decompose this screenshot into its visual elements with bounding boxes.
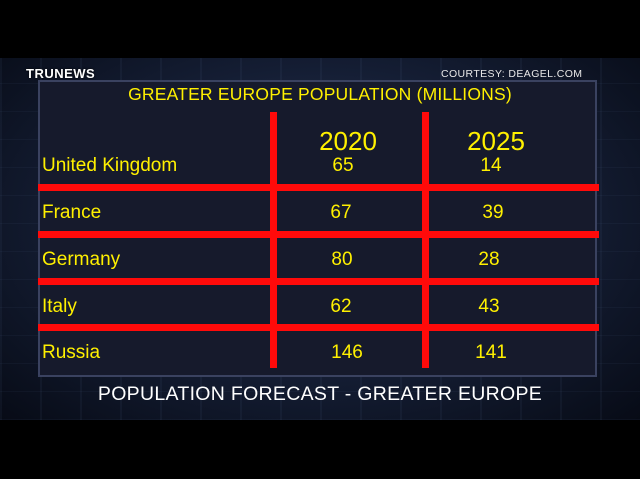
- row-country: United Kingdom: [42, 155, 178, 176]
- row-value-2025: 43: [478, 296, 500, 317]
- row-value-2020: 146: [331, 342, 363, 363]
- row-value-2025: 39: [482, 202, 504, 223]
- table-panel: [38, 80, 597, 377]
- column-header-2020: 2020: [319, 126, 377, 156]
- grid-vertical-line: [422, 112, 429, 368]
- row-value-2025: 14: [480, 155, 502, 176]
- grid-horizontal-line: [38, 324, 599, 331]
- broadcast-frame: TRUNEWS COURTESY: DEAGEL.COM GREATER EUR…: [0, 58, 640, 420]
- row-value-2025: 28: [478, 249, 500, 270]
- row-value-2020: 80: [331, 249, 353, 270]
- network-logo: TRUNEWS: [26, 66, 96, 81]
- row-country: Germany: [42, 249, 121, 270]
- row-country: France: [42, 202, 102, 223]
- row-country: Italy: [42, 296, 77, 317]
- grid-horizontal-line: [38, 231, 599, 238]
- table-title: GREATER EUROPE POPULATION (MILLIONS): [128, 84, 512, 104]
- grid-horizontal-line: [38, 184, 599, 191]
- courtesy-credit: COURTESY: DEAGEL.COM: [441, 68, 583, 80]
- grid-vertical-line: [270, 112, 277, 368]
- row-country: Russia: [42, 342, 101, 363]
- row-value-2025: 141: [475, 342, 507, 363]
- lower-third-caption: POPULATION FORECAST - GREATER EUROPE: [97, 383, 543, 405]
- column-header-2025: 2025: [467, 126, 525, 156]
- row-value-2020: 65: [332, 155, 354, 176]
- row-value-2020: 67: [330, 202, 352, 223]
- grid-horizontal-line: [38, 278, 599, 285]
- row-value-2020: 62: [330, 296, 352, 317]
